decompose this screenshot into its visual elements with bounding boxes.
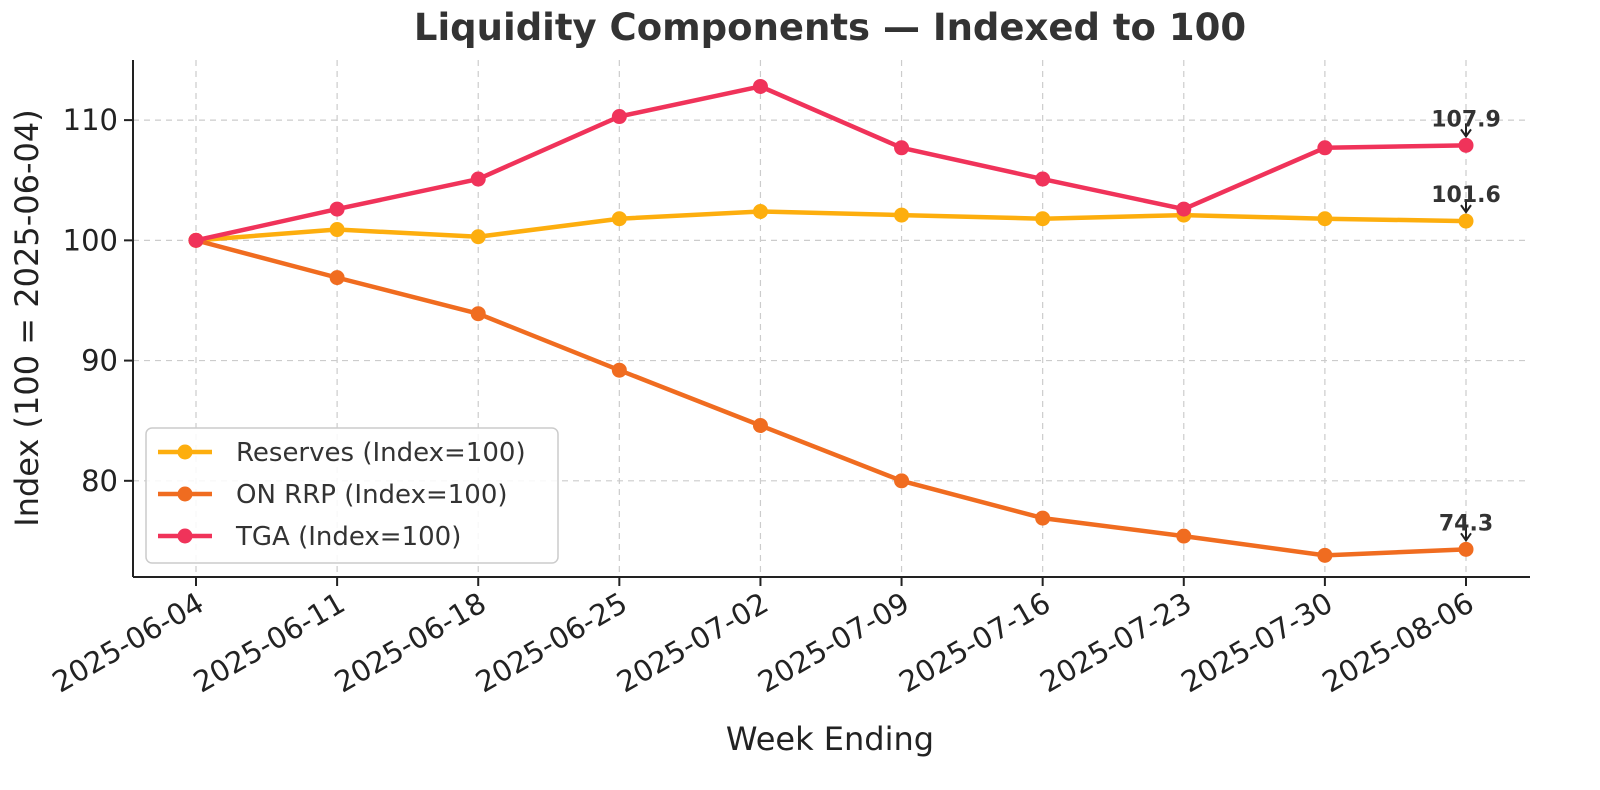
y-tick-label: 110 bbox=[63, 103, 118, 137]
data-point-tga bbox=[1458, 137, 1474, 153]
series-layer bbox=[188, 78, 1474, 563]
y-tick-layer: 80 90 100 110 bbox=[63, 103, 133, 498]
x-tick-label: 2025-06-04 bbox=[47, 586, 210, 700]
annotation-label: 74.3 bbox=[1439, 511, 1493, 536]
x-tick-label: 2025-06-11 bbox=[188, 586, 351, 700]
data-point-reserves bbox=[470, 229, 486, 245]
x-tick-label: 2025-07-16 bbox=[893, 586, 1056, 700]
data-point-on bbox=[1317, 547, 1333, 563]
data-point-reserves bbox=[1035, 211, 1051, 227]
data-point-tga bbox=[1176, 201, 1192, 217]
legend-label-tga: TGA (Index=100) bbox=[235, 522, 461, 552]
annotation-arrowhead bbox=[1460, 204, 1472, 214]
legend-label-reserves: Reserves (Index=100) bbox=[236, 438, 526, 468]
x-tick-label: 2025-06-25 bbox=[470, 586, 633, 700]
data-point-reserves bbox=[1317, 211, 1333, 227]
data-point-tga bbox=[752, 78, 768, 94]
x-tick-label: 2025-07-30 bbox=[1175, 586, 1338, 700]
data-point-reserves bbox=[329, 222, 345, 238]
x-tick-label: 2025-07-02 bbox=[611, 586, 774, 700]
data-point-on bbox=[894, 473, 910, 489]
x-tick-label: 2025-07-23 bbox=[1034, 586, 1197, 700]
data-point-on bbox=[611, 362, 627, 378]
y-tick-label: 90 bbox=[81, 344, 118, 378]
data-point-reserves bbox=[611, 211, 627, 227]
data-point-tga bbox=[188, 232, 204, 248]
annotation-label: 101.6 bbox=[1431, 183, 1501, 208]
legend-box bbox=[145, 427, 559, 564]
series-line-reserves bbox=[193, 209, 1469, 243]
data-point-on bbox=[1458, 541, 1474, 557]
annotation-arrowhead bbox=[1460, 532, 1472, 543]
data-point-reserves bbox=[894, 207, 910, 223]
data-point-on bbox=[1176, 528, 1192, 544]
data-point-on bbox=[329, 270, 345, 286]
chart-title: Liquidity Components — Indexed to 100 bbox=[414, 6, 1246, 49]
y-tick-label: 80 bbox=[81, 464, 118, 498]
data-point-tga bbox=[611, 109, 627, 125]
legend-marker-tga bbox=[177, 528, 193, 544]
series-line-on bbox=[193, 238, 1469, 558]
y-axis-label: Index (100 = 2025-06-04) bbox=[8, 109, 46, 526]
data-point-reserves bbox=[1458, 213, 1474, 229]
data-point-tga bbox=[894, 140, 910, 156]
annotation-layer: 107.9 101.6 74.3 bbox=[1431, 107, 1501, 543]
data-point-tga bbox=[1317, 140, 1333, 156]
y-tick-label: 100 bbox=[63, 223, 118, 257]
legend-marker-reserves bbox=[177, 444, 193, 460]
data-point-tga bbox=[1035, 171, 1051, 187]
annotation-label: 107.9 bbox=[1431, 107, 1501, 132]
data-point-tga bbox=[470, 171, 486, 187]
data-point-tga bbox=[329, 201, 345, 217]
data-point-on bbox=[1035, 510, 1051, 526]
data-point-on bbox=[752, 418, 768, 434]
data-point-reserves bbox=[752, 203, 768, 219]
x-tick-label: 2025-07-09 bbox=[752, 586, 915, 700]
annotation-arrowhead bbox=[1460, 128, 1472, 139]
x-tick-layer: 2025-06-042025-06-112025-06-182025-06-25… bbox=[47, 577, 1480, 699]
legend-marker-on bbox=[177, 486, 193, 502]
legend: Reserves (Index=100) ON RRP (Index=100) TG… bbox=[145, 427, 559, 564]
data-point-on bbox=[470, 306, 486, 322]
x-axis-label: Week Ending bbox=[726, 720, 934, 758]
legend-label-on: ON RRP (Index=100) bbox=[236, 480, 508, 510]
x-tick-label: 2025-08-06 bbox=[1317, 586, 1480, 700]
series-line-tga bbox=[193, 84, 1469, 243]
x-tick-label: 2025-06-18 bbox=[329, 586, 492, 700]
